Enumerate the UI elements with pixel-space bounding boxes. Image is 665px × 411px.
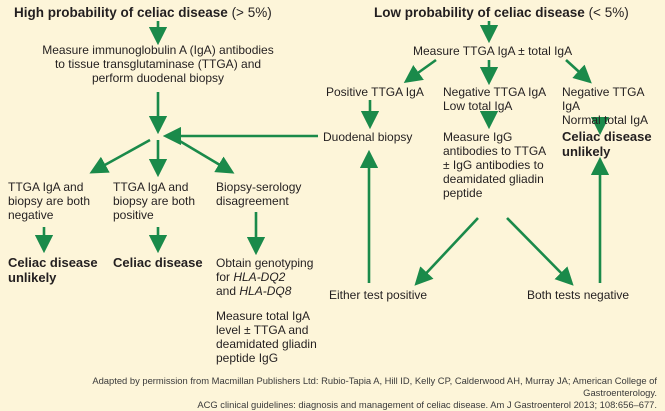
arrow-hub-to-negative — [89, 138, 151, 174]
arrow-measureigg-to-either — [414, 217, 479, 286]
citation: Adapted by permission from Macmillan Pub… — [92, 375, 657, 410]
node-both-negative-tests: Both tests negative — [527, 288, 630, 302]
node-right-celiac-unlikely: Celiac disease unlikely — [562, 129, 652, 159]
arrow-hub-to-disagree — [177, 138, 235, 174]
heading-high-probability: High probability of celiac disease (> 5%… — [14, 5, 272, 20]
heading-low-probability: Low probability of celiac disease (< 5%) — [374, 5, 629, 20]
node-measure-igg: Measure IgG antibodies to TTGA ± IgG ant… — [443, 130, 547, 200]
node-positive-ttga: Positive TTGA IgA — [326, 85, 424, 99]
node-either-positive: Either test positive — [329, 288, 428, 302]
node-left-celiac-unlikely: Celiac disease unlikely — [8, 255, 98, 285]
node-measure-ttga-total-iga: Measure TTGA IgA ± total IgA — [413, 44, 573, 58]
arrow-start-to-positive — [403, 58, 437, 84]
node-obtain-genotyping: Obtain genotyping for HLA-DQ2 and HLA-DQ8 — [216, 256, 314, 298]
node-negative-normal-total: Negative TTGA IgA Normal total IgA — [562, 85, 649, 127]
node-both-positive: TTGA IgA and biopsy are both positive — [113, 180, 196, 222]
node-duodenal-biopsy: Duodenal biopsy — [323, 130, 413, 144]
node-celiac-disease: Celiac disease — [113, 255, 203, 270]
node-measure-total-iga: Measure total IgA level ± TTGA and deami… — [216, 309, 317, 365]
node-measure-iga-biopsy: Measure immunoglobulin A (IgA) antibodie… — [42, 43, 274, 85]
node-both-negative: TTGA IgA and biopsy are both negative — [8, 180, 91, 222]
node-disagreement: Biopsy-serology disagreement — [216, 180, 302, 208]
arrow-start-to-negnormal — [565, 59, 592, 84]
arrow-measureigg-to-bothneg — [506, 217, 574, 286]
node-negative-low-total: Negative TTGA IgA Low total IgA — [443, 85, 547, 113]
